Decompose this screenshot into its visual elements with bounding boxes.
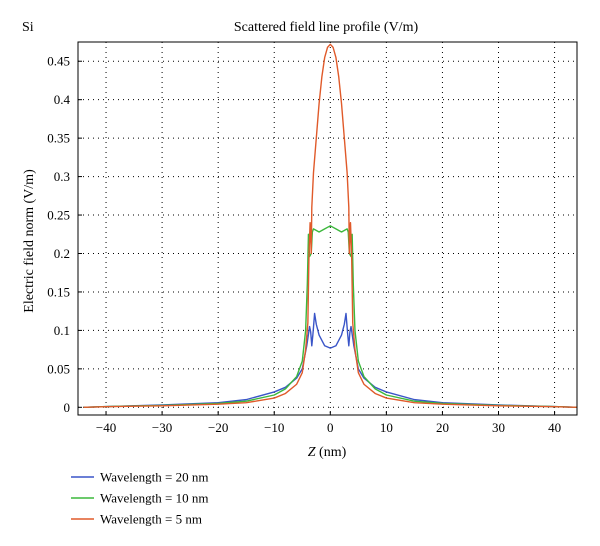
y-tick-label: 0.05 (47, 361, 70, 376)
x-tick-label: −40 (96, 420, 116, 435)
x-tick-label: 20 (436, 420, 449, 435)
x-axis-label: Z (nm) (308, 445, 347, 460)
y-tick-label: 0.15 (47, 284, 70, 299)
panel-label: Si (22, 20, 34, 35)
axis-ticks: −40 −30 −20 −10 0 10 20 30 40 0 0.05 0.1 0.15 0.2 0.25… (47, 54, 561, 435)
y-tick-label: 0.25 (47, 208, 70, 223)
x-tick-label: −20 (208, 420, 228, 435)
series-lines (83, 43, 578, 409)
y-tick-label: 0.45 (47, 54, 70, 69)
y-tick-label: 0.35 (47, 131, 70, 146)
x-axis-label-variable: Z (308, 445, 316, 460)
y-axis-label: Electric field norm (V/m) (22, 169, 37, 313)
plot-frame (77, 41, 578, 416)
x-tick-label: −30 (152, 420, 172, 435)
y-tick-label: 0.1 (54, 323, 70, 338)
series-line-1 (83, 312, 578, 409)
x-tick-label: 10 (380, 420, 393, 435)
legend: Wavelength = 20 nm Wavelength = 10 nm Wave… (71, 470, 208, 527)
legend-label-2: Wavelength = 10 nm (100, 491, 208, 506)
chart-title: Scattered field line profile (V/m) (234, 20, 419, 35)
series-line-3 (83, 43, 578, 409)
legend-label-1: Wavelength = 20 nm (100, 470, 208, 485)
y-tick-label: 0.4 (54, 92, 71, 107)
grid (78, 42, 577, 415)
x-tick-label: 30 (492, 420, 505, 435)
y-tick-label: 0.2 (54, 246, 70, 261)
x-tick-label: 0 (327, 420, 334, 435)
x-axis-label-unit: (nm) (316, 445, 347, 460)
x-tick-label: 40 (548, 420, 561, 435)
x-tick-label: −10 (264, 420, 284, 435)
legend-label-3: Wavelength = 5 nm (100, 512, 202, 527)
series-line-2 (83, 225, 578, 409)
y-tick-label: 0 (64, 400, 71, 415)
y-tick-label: 0.3 (54, 169, 70, 184)
